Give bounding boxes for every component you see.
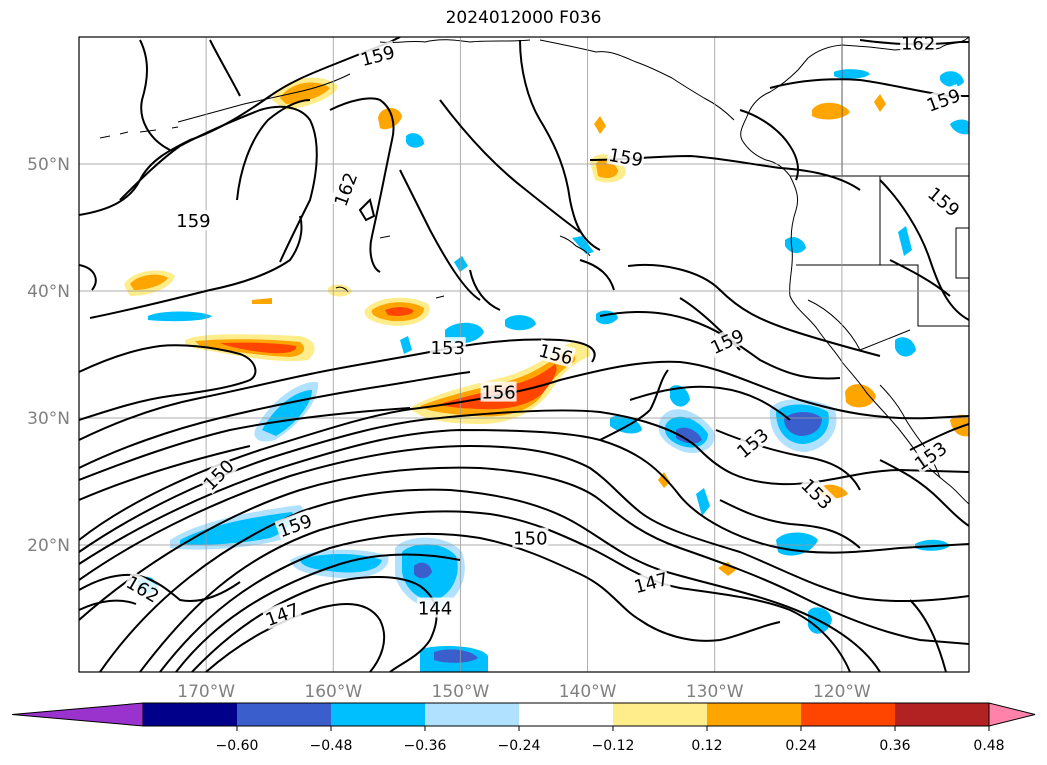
colorbar-segment [801,703,895,726]
positive-anomaly-area [130,274,168,290]
colorbar-tick-label: 0.12 [691,738,722,754]
longitude-label: 170°W [177,682,235,702]
contour-label: 162 [900,33,937,54]
colorbar-segment [237,703,331,726]
latitude-label: 50°N [27,155,70,175]
colorbar-tick-label: 0.36 [879,738,910,754]
colorbar: −0.60 −0.48 −0.36 −0.24 −0.12 0.12 0.24 0.36 0.4… [11,702,1036,754]
longitude-label: 120°W [813,682,871,702]
contour-label: 159 [175,210,212,232]
latitude-label: 30°N [27,409,70,429]
contour-label: 159 [606,143,646,171]
svg-text:153: 153 [431,338,465,359]
latitude-label: 20°N [27,536,70,556]
negative-anomaly-area [414,562,432,579]
negative-anomaly-area [895,337,916,357]
negative-anomaly-area [696,488,710,516]
colorbar-segment [425,703,519,726]
colorbar-segment [707,703,801,726]
negative-anomaly-area [406,133,424,148]
longitude-label: 130°W [686,682,744,702]
latitude-labels: 50°N 40°N 30°N 20°N [27,155,70,556]
colorbar-tick-label: −0.60 [216,738,259,754]
positive-anomaly-area [220,342,297,354]
colorbar-tick-label: 0.24 [785,738,816,754]
negative-anomaly-area [785,237,806,254]
colorbar-tick-label: −0.12 [592,738,635,754]
longitude-label: 140°W [559,682,617,702]
negative-anomaly-area [670,385,690,407]
contour-label: 150 [512,527,549,550]
colorbar-tick-label: −0.24 [498,738,541,754]
positive-anomaly-area [658,472,670,488]
positive-anomaly-area [594,116,606,134]
positive-anomaly-area [845,384,876,408]
positive-anomaly-area [280,82,330,104]
longitude-labels: 170°W 160°W 150°W 140°W 130°W 120°W [177,682,871,702]
positive-anomaly-area [440,364,557,410]
colorbar-segment [519,703,613,726]
contour-label: 156 [536,339,577,370]
latitude-label: 40°N [27,282,70,302]
colorbar-tick-label: 0.48 [973,738,1004,754]
colorbar-segment [613,703,707,726]
negative-anomaly-area [180,512,293,545]
negative-anomaly-area [610,415,642,434]
svg-text:162: 162 [901,33,935,54]
positive-anomaly-area [378,107,402,130]
colorbar-tick-label: −0.36 [404,738,447,754]
colorbar-segment [143,703,237,726]
negative-anomaly-area [400,336,412,354]
contour-label: 144 [417,597,453,620]
colorbar-extend-high [988,702,1036,727]
contour-label: 156 [480,381,517,404]
negative-anomaly-area [434,649,478,663]
longitude-label: 150°W [432,682,490,702]
svg-text:144: 144 [418,599,452,620]
svg-text:150: 150 [513,529,547,550]
positive-anomaly-area [950,414,969,437]
positive-anomaly-area [812,102,850,120]
negative-anomaly-area [148,311,212,322]
height-contours [79,37,969,672]
negative-anomaly-area [454,256,468,272]
colorbar-extend-low [11,702,144,727]
map-frame [78,36,970,673]
negative-anomaly-area [834,69,870,79]
positive-anomaly-area [252,298,272,304]
negative-anomaly-area [676,427,702,444]
colorbar-segment [895,703,989,726]
colorbar-tick-label: −0.48 [310,738,353,754]
contour-label: 153 [429,337,466,359]
positive-anomaly-area [385,307,414,316]
positive-anomaly-area [874,94,886,112]
svg-text:156: 156 [481,383,515,404]
map-title: 2024012000 F036 [445,8,602,28]
negative-anomaly-area [572,236,594,254]
negative-anomaly-area [940,71,964,88]
colorbar-segment [331,703,425,726]
negative-anomaly-area [898,226,912,256]
svg-text:159: 159 [176,211,210,232]
negative-anomaly-area [950,119,969,135]
negative-anomaly-area [505,315,536,331]
longitude-label: 160°W [304,682,362,702]
